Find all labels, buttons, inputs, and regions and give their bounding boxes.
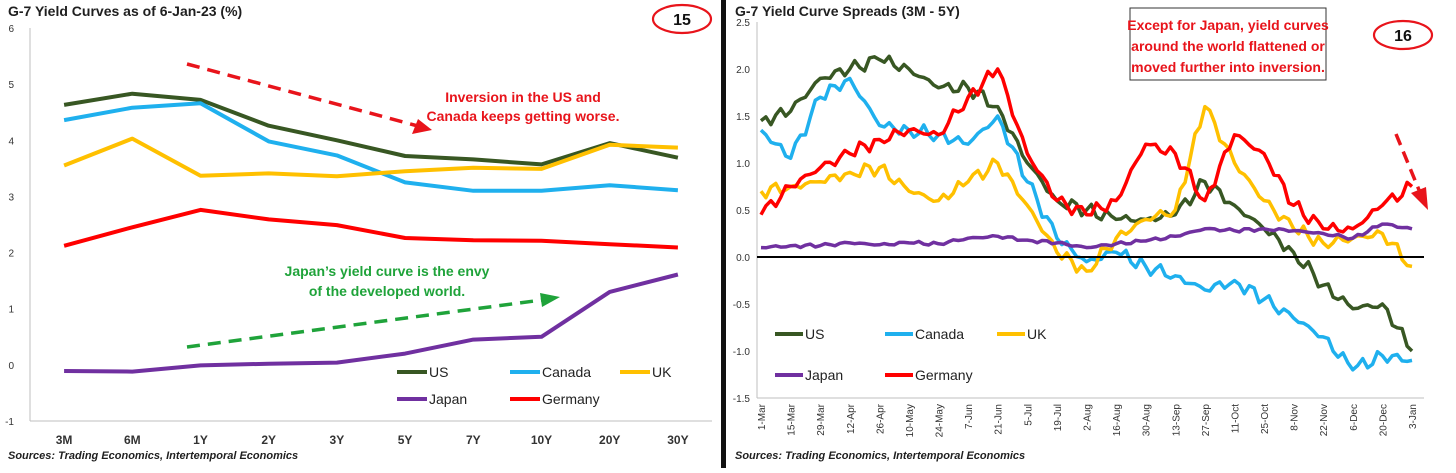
y-tick-label: 2.5 bbox=[736, 18, 750, 29]
legend-label-japan: Japan bbox=[429, 391, 467, 407]
series-line-canada bbox=[63, 101, 679, 193]
x-tick-label: 1Y bbox=[193, 433, 208, 447]
annotation-line: Except for Japan, yield curves bbox=[1127, 17, 1329, 33]
y-tick-label: 4 bbox=[8, 136, 14, 147]
y-tick-label: 0 bbox=[8, 361, 14, 372]
x-tick-label: 25-Oct bbox=[1260, 404, 1271, 434]
x-tick-label: 3M bbox=[56, 433, 73, 447]
x-tick-label: 19-Jul bbox=[1053, 404, 1064, 431]
x-tick-label: 6M bbox=[124, 433, 141, 447]
y-tick-label: 1.5 bbox=[736, 112, 750, 123]
annotation-box bbox=[1129, 7, 1327, 81]
y-tick-label: 0.5 bbox=[736, 206, 750, 217]
x-tick-label: 7Y bbox=[466, 433, 481, 447]
annotation-line: moved further into inversion. bbox=[1131, 59, 1325, 75]
x-tick-label: 20Y bbox=[599, 433, 620, 447]
y-tick-label: 2 bbox=[8, 249, 14, 260]
chart-number-badge-label: 16 bbox=[1394, 28, 1412, 45]
series-line-japan bbox=[760, 222, 1413, 250]
annotation-line: Inversion in the US and bbox=[445, 89, 601, 105]
y-tick-label: 3 bbox=[8, 192, 14, 203]
x-tick-label: 22-Nov bbox=[1319, 404, 1330, 436]
red-trend-arrowhead bbox=[412, 119, 432, 134]
x-tick-label: 20-Dec bbox=[1378, 404, 1389, 436]
legend: US Canada UK Japan Germany bbox=[775, 326, 1047, 383]
legend-label-uk: UK bbox=[652, 364, 672, 380]
x-tick-label: 8-Nov bbox=[1290, 404, 1301, 431]
x-tick-label: 1-Mar bbox=[757, 403, 768, 430]
chart-number-badge bbox=[1372, 19, 1434, 51]
green-trend-arrow bbox=[186, 298, 543, 349]
y-tick-label: 5 bbox=[8, 80, 14, 91]
yield-spreads-chart: G-7 Yield Curve Spreads (3M - 5Y) Except… bbox=[733, 3, 1434, 462]
x-tick-label: 6-Dec bbox=[1349, 404, 1360, 431]
legend-label-canada: Canada bbox=[915, 326, 964, 342]
legend-label-japan: Japan bbox=[805, 367, 843, 383]
x-tick-label: 3-Jan bbox=[1408, 404, 1419, 429]
legend-label-uk: UK bbox=[1027, 326, 1047, 342]
green-trend-arrowhead bbox=[540, 293, 560, 307]
x-tick-label: 26-Apr bbox=[875, 403, 886, 434]
legend: US Canada UK Japan Germany bbox=[397, 364, 672, 407]
series-line-canada bbox=[759, 76, 1413, 372]
x-tick-label: 5-Jul bbox=[1023, 404, 1034, 426]
x-tick-label: 27-Sep bbox=[1201, 404, 1212, 437]
chart-title: G-7 Yield Curve Spreads (3M - 5Y) bbox=[735, 3, 960, 19]
red-trend-arrowhead bbox=[1411, 187, 1428, 210]
x-tick-label: 21-Jun bbox=[994, 404, 1005, 435]
y-tick-label: 1 bbox=[8, 305, 14, 316]
y-tick-label: 6 bbox=[8, 24, 14, 35]
chart-number-badge-label: 15 bbox=[673, 12, 691, 29]
x-tick-label: 15-Mar bbox=[787, 403, 798, 435]
x-tick-label: 16-Aug bbox=[1112, 404, 1123, 436]
chart-title: G-7 Yield Curves as of 6-Jan-23 (%) bbox=[8, 3, 242, 19]
legend-label-us: US bbox=[805, 326, 824, 342]
x-tick-label: 24-May bbox=[935, 404, 946, 437]
chart-number-badge bbox=[651, 3, 713, 35]
x-tick-label: 12-Apr bbox=[846, 403, 857, 434]
red-trend-arrow bbox=[1394, 133, 1421, 191]
x-tick-label: 2-Aug bbox=[1083, 404, 1094, 431]
x-tick-label: 3Y bbox=[330, 433, 345, 447]
x-tick-label: 29-Mar bbox=[816, 403, 827, 435]
x-tick-label: 10Y bbox=[531, 433, 552, 447]
legend-label-us: US bbox=[429, 364, 448, 380]
annotation-line: Japan’s yield curve is the envy bbox=[285, 263, 490, 279]
y-tick-label: 1.0 bbox=[736, 159, 750, 170]
x-tick-label: 11-Oct bbox=[1230, 404, 1241, 433]
series-line-us bbox=[759, 54, 1414, 353]
x-tick-label: 2Y bbox=[261, 433, 276, 447]
series-line-japan bbox=[64, 272, 679, 374]
series-line-uk bbox=[63, 136, 678, 179]
y-tick-label: -1.5 bbox=[733, 394, 751, 405]
annotation-line: of the developed world. bbox=[309, 283, 465, 299]
y-tick-label: -1.0 bbox=[733, 347, 751, 358]
source-note: Sources: Trading Economics, Intertempora… bbox=[8, 450, 298, 462]
legend-label-canada: Canada bbox=[542, 364, 591, 380]
red-trend-arrow bbox=[186, 62, 419, 128]
series-line-us bbox=[63, 91, 679, 167]
annotation-line: Canada keeps getting worse. bbox=[427, 108, 620, 124]
panel-divider bbox=[721, 0, 726, 468]
x-tick-label: 13-Sep bbox=[1171, 404, 1182, 437]
y-tick-label: 0.0 bbox=[736, 253, 750, 264]
source-note: Sources: Trading Economics, Intertempora… bbox=[735, 450, 1025, 462]
right-chart-panel: G-7 Yield Curve Spreads (3M - 5Y) Except… bbox=[727, 0, 1456, 468]
legend-label-germany: Germany bbox=[915, 367, 973, 383]
annotation-line: around the world flattened or bbox=[1131, 38, 1325, 54]
x-tick-label: 30-Aug bbox=[1142, 404, 1153, 436]
legend-label-germany: Germany bbox=[542, 391, 600, 407]
y-tick-label: -1 bbox=[5, 417, 14, 428]
series-line-germany bbox=[759, 67, 1414, 234]
series-line-germany bbox=[63, 207, 678, 250]
left-chart-panel: G-7 Yield Curves as of 6-Jan-23 (%) 15 6… bbox=[0, 0, 720, 468]
y-tick-label: 2.0 bbox=[736, 65, 750, 76]
x-tick-label: 7-Jun bbox=[964, 404, 975, 429]
series-line-uk bbox=[759, 104, 1413, 274]
x-tick-label: 30Y bbox=[667, 433, 688, 447]
x-tick-label: 5Y bbox=[398, 433, 413, 447]
x-tick-label: 10-May bbox=[905, 404, 916, 437]
yield-curves-chart: G-7 Yield Curves as of 6-Jan-23 (%) 15 6… bbox=[5, 3, 713, 462]
y-tick-label: -0.5 bbox=[733, 300, 751, 311]
